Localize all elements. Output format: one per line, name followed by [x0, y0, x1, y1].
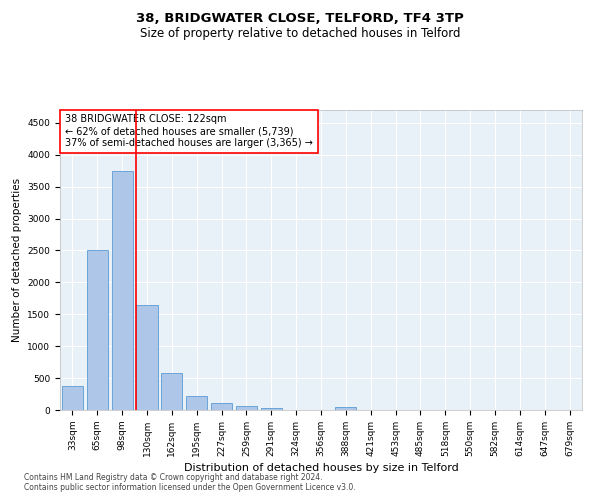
Y-axis label: Number of detached properties: Number of detached properties — [12, 178, 22, 342]
Bar — [261, 408, 282, 410]
X-axis label: Distribution of detached houses by size in Telford: Distribution of detached houses by size … — [184, 463, 458, 473]
Bar — [211, 404, 232, 410]
Text: Size of property relative to detached houses in Telford: Size of property relative to detached ho… — [140, 28, 460, 40]
Bar — [136, 306, 158, 410]
Text: Contains HM Land Registry data © Crown copyright and database right 2024.: Contains HM Land Registry data © Crown c… — [24, 474, 323, 482]
Bar — [161, 373, 182, 410]
Bar — [335, 407, 356, 410]
Text: 38, BRIDGWATER CLOSE, TELFORD, TF4 3TP: 38, BRIDGWATER CLOSE, TELFORD, TF4 3TP — [136, 12, 464, 26]
Bar — [186, 396, 207, 410]
Bar — [112, 170, 133, 410]
Text: Contains public sector information licensed under the Open Government Licence v3: Contains public sector information licen… — [24, 484, 356, 492]
Text: 38 BRIDGWATER CLOSE: 122sqm
← 62% of detached houses are smaller (5,739)
37% of : 38 BRIDGWATER CLOSE: 122sqm ← 62% of det… — [65, 114, 313, 148]
Bar — [236, 406, 257, 410]
Bar — [87, 250, 108, 410]
Bar — [62, 386, 83, 410]
